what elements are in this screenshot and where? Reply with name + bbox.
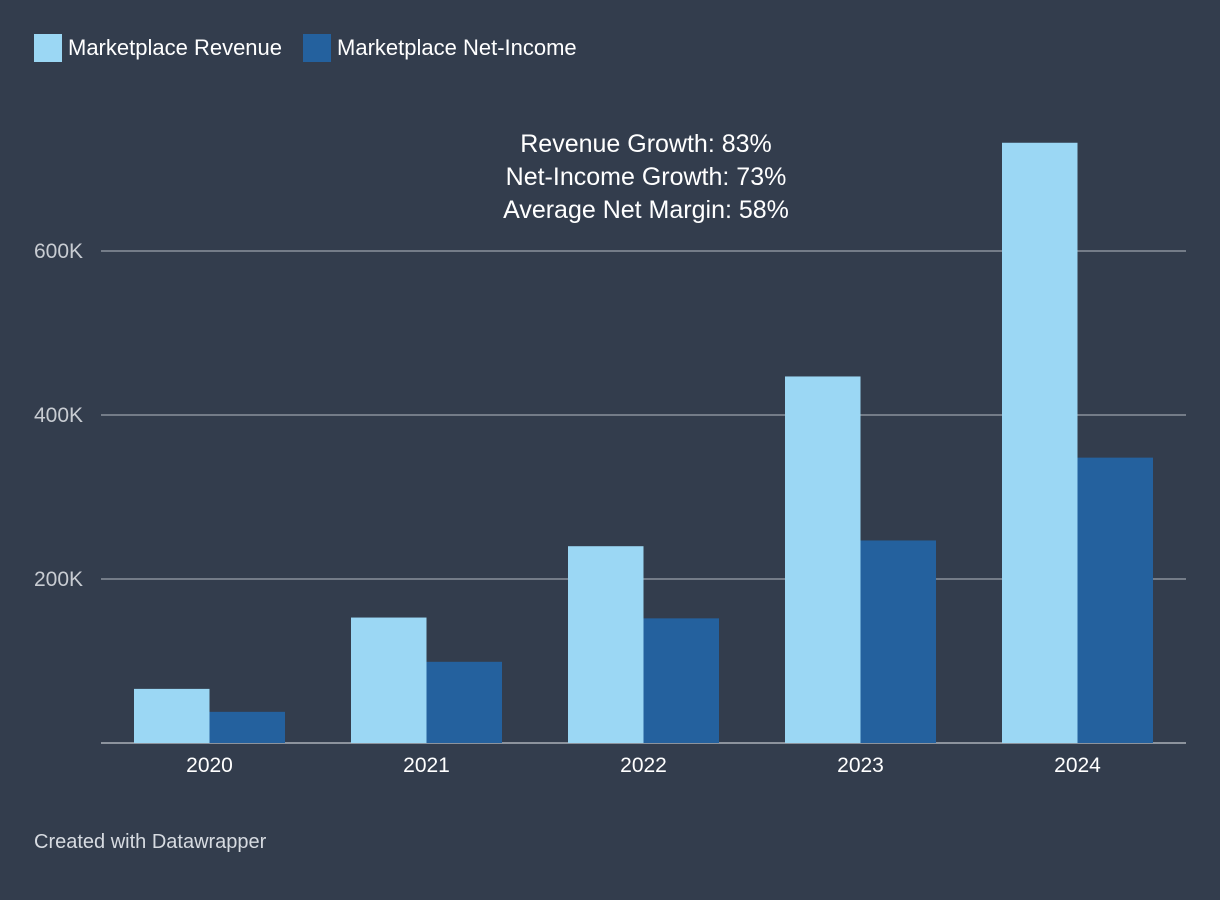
x-tick-label: 2023 [837, 754, 884, 777]
bar-revenue-2023 [785, 376, 861, 743]
legend-swatch-net-income [303, 34, 332, 62]
annotation-line: Average Net Margin: 58% [503, 196, 789, 224]
bar-net-income-2024 [1077, 457, 1153, 743]
bar-revenue-2022 [568, 546, 644, 743]
legend: Marketplace Revenue Marketplace Net-Inco… [34, 34, 598, 62]
bar-revenue-2021 [351, 617, 427, 743]
x-tick-label: 2022 [620, 754, 667, 777]
legend-item-revenue: Marketplace Revenue [34, 34, 282, 62]
bar-net-income-2022 [643, 618, 719, 743]
y-axis-labels: 200K 400K 600K [34, 240, 83, 591]
bar-net-income-2023 [860, 540, 936, 743]
annotation-line: Net-Income Growth: 73% [506, 163, 787, 191]
legend-swatch-revenue [34, 34, 62, 62]
x-tick-label: 2021 [403, 754, 450, 777]
x-tick-label: 2024 [1054, 754, 1101, 777]
bar-revenue-2020 [134, 688, 210, 743]
annotation-line: Revenue Growth: 83% [520, 130, 772, 158]
bar-revenue-2024 [1002, 142, 1078, 743]
bars [134, 142, 1153, 743]
legend-label-revenue: Marketplace Revenue [68, 35, 283, 60]
annotations: Revenue Growth: 83% Net-Income Growth: 73… [503, 130, 789, 224]
footer-credit: Created with Datawrapper [34, 831, 267, 853]
bar-net-income-2021 [426, 661, 502, 743]
x-axis-labels: 2020 2021 2022 2023 2024 [186, 754, 1101, 777]
legend-label-net-income: Marketplace Net-Income [337, 35, 577, 60]
legend-item-net-income: Marketplace Net-Income [303, 34, 577, 62]
y-tick-label: 200K [34, 568, 83, 591]
y-tick-label: 600K [34, 240, 83, 263]
y-tick-label: 400K [34, 404, 83, 427]
x-tick-label: 2020 [186, 754, 233, 777]
bar-net-income-2020 [209, 711, 285, 743]
